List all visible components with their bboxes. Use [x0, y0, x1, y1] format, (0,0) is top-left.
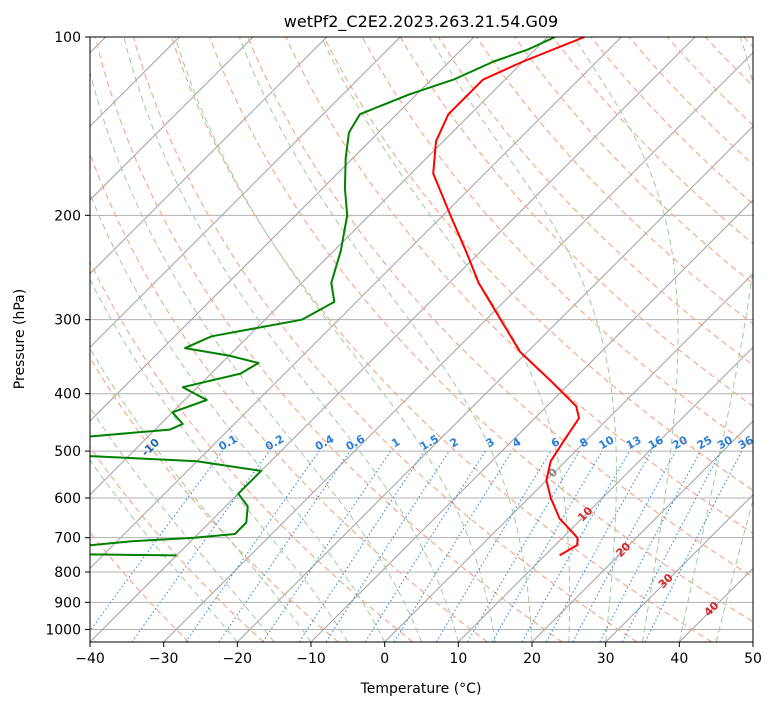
isotherm-line: [311, 37, 775, 642]
x-tick-label: −20: [223, 651, 253, 667]
moist-adiabat-line: [679, 37, 760, 642]
line-labels: -10 0.1 0.2 0.4 0.6 1 1.5 2 3 4 6 8 10 13 16 20 25 30 3601…: [139, 432, 756, 619]
dry-adiabat-line: [705, 37, 775, 642]
mixing-ratio-line: [436, 451, 551, 642]
dry-adiabat-line: [0, 37, 189, 642]
mixing-ratio-label: 4: [510, 435, 523, 450]
mixing-ratio-label: 30: [715, 433, 735, 452]
x-axis-label: Temperature (°C): [360, 681, 482, 697]
chart-title: wetPf2_C2E2.2023.263.21.54.G09: [284, 12, 558, 32]
x-tick-label: 20: [523, 651, 541, 667]
y-axis: 100 200 300 400 500 600 700 800 900 1000: [45, 30, 90, 638]
dry-adiabat-line: [438, 37, 775, 642]
mixing-ratio-line: [82, 451, 223, 642]
y-axis-label: Pressure (hPa): [12, 289, 28, 389]
x-tick-label: −30: [149, 651, 179, 667]
dry-adiabat-line: [515, 37, 775, 642]
isotherm-line: [90, 37, 695, 642]
y-tick-label: 300: [54, 313, 81, 329]
isotherm-line: [679, 37, 775, 642]
dry-adiabat-line: [667, 37, 775, 642]
mixing-ratio-line: [219, 451, 350, 642]
y-tick-label: 400: [54, 387, 81, 403]
isotherm-line: [753, 37, 775, 642]
y-tick-label: 100: [54, 30, 81, 46]
profile-series: [0, 37, 584, 555]
y-tick-label: 800: [54, 565, 81, 581]
mixing-ratio-label: 1.5: [418, 432, 441, 453]
dry-adiabat-line: [133, 37, 637, 642]
isotherm-line: [0, 37, 474, 642]
y-tick-label: 200: [54, 208, 81, 224]
mixing-ratio-line: [263, 451, 391, 642]
mixing-ratio-line: [326, 451, 449, 642]
x-tick-label: 30: [597, 651, 615, 667]
isotherm-line: [16, 37, 621, 642]
mixing-ratio-label: 0.2: [263, 432, 286, 453]
moist-adiabat-line: [0, 37, 311, 642]
mixing-ratio-label: 20: [670, 433, 690, 452]
mixing-ratio-label: 2: [448, 435, 461, 450]
x-tick-label: −40: [75, 651, 105, 667]
mixing-ratio-label: 25: [695, 433, 715, 452]
x-axis: −40 −30 −20 −10 0 10 20 30 40 50: [75, 642, 762, 667]
mixing-ratio-line: [600, 451, 701, 642]
mixing-ratio-line: [468, 451, 580, 642]
moist-adiabat-line: [124, 37, 458, 642]
x-tick-label: −10: [296, 651, 326, 667]
dry-adiabat-line: [57, 37, 488, 642]
y-tick-label: 500: [54, 444, 81, 460]
moist-adiabat-line: [239, 37, 532, 642]
x-tick-label: 40: [670, 651, 688, 667]
mixing-ratio-line: [365, 451, 485, 642]
mixing-ratio-label: 10: [597, 433, 617, 452]
plot-frame: [90, 37, 753, 642]
isotherm-line: [0, 37, 253, 642]
dewpoint-profile-line: [0, 37, 555, 555]
dry-adiabat-line: [0, 37, 338, 642]
mixing-ratio-label: 3: [484, 435, 497, 450]
x-tick-label: 10: [449, 651, 467, 667]
mixing-ratio-label: 0.1: [216, 432, 239, 453]
moist-adiabat-line: [0, 37, 237, 642]
background-lines: [0, 37, 775, 642]
isotherm-label: 10: [575, 504, 595, 524]
moist-adiabat-line: [716, 37, 775, 642]
y-tick-label: 600: [54, 491, 81, 507]
mixing-ratio-line: [299, 451, 424, 642]
dry-adiabat-line: [19, 37, 413, 642]
dry-adiabat-line: [744, 37, 775, 642]
mixing-ratio-label: 13: [624, 433, 644, 452]
y-tick-label: 900: [54, 595, 81, 611]
y-tick-label: 1000: [45, 622, 81, 638]
moist-adiabat-line: [175, 37, 495, 642]
mixing-ratio-label: 16: [646, 433, 666, 452]
isotherm-line: [0, 37, 327, 642]
dry-adiabat-line: [553, 37, 775, 642]
x-tick-label: 50: [744, 651, 762, 667]
moist-adiabat-line: [16, 37, 348, 642]
mixing-ratio-label: 0.6: [344, 432, 368, 453]
dry-adiabat-label: -10: [139, 436, 162, 459]
isotherm-line: [237, 37, 775, 642]
dry-adiabat-line: [0, 37, 263, 642]
mixing-ratio-label: 0.4: [313, 432, 337, 453]
isotherm-line: [0, 37, 400, 642]
y-tick-label: 700: [54, 531, 81, 547]
moist-adiabat-line: [0, 37, 274, 642]
x-tick-label: 0: [380, 651, 389, 667]
